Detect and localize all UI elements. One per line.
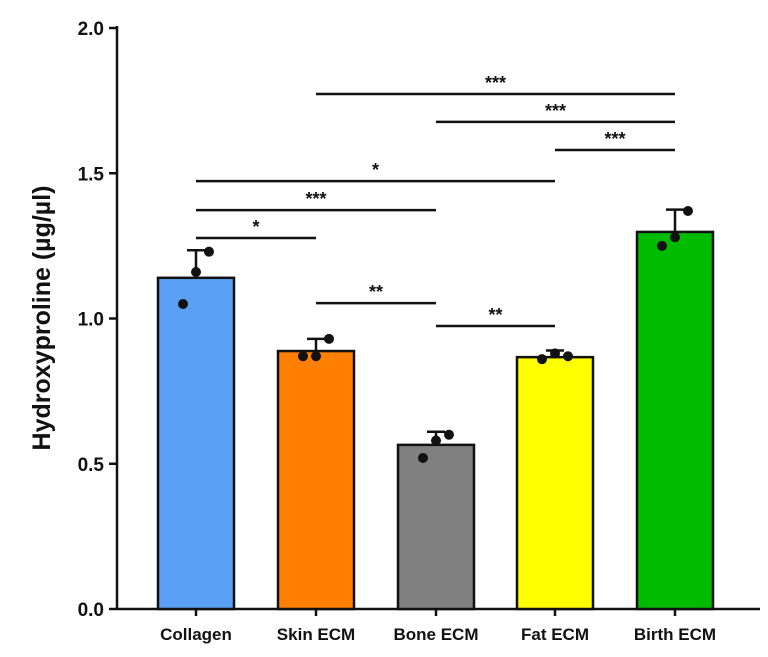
bar-fat-ecm bbox=[515, 355, 595, 611]
x-tick-label: Birth ECM bbox=[634, 625, 716, 644]
y-tick-label: 2.0 bbox=[78, 19, 104, 40]
bar-birth-ecm bbox=[635, 230, 715, 611]
x-tick-label: Bone ECM bbox=[394, 625, 479, 644]
data-point bbox=[178, 298, 188, 309]
x-tick-label: Fat ECM bbox=[521, 625, 589, 644]
bar-skin-ecm bbox=[276, 349, 356, 611]
significance-label: *** bbox=[485, 73, 506, 93]
y-tick-label: 0.5 bbox=[78, 455, 105, 476]
significance-label: *** bbox=[545, 101, 566, 121]
y-tick-label: 1.0 bbox=[78, 310, 104, 331]
data-point bbox=[444, 429, 454, 440]
data-point bbox=[311, 351, 321, 362]
data-point bbox=[418, 452, 428, 463]
data-point bbox=[431, 435, 441, 446]
significance-label: * bbox=[372, 160, 379, 180]
data-point bbox=[324, 333, 334, 344]
data-point bbox=[670, 232, 680, 243]
bar-collagen bbox=[156, 276, 236, 611]
y-tick-label: 0.0 bbox=[78, 600, 104, 621]
significance-label: ** bbox=[488, 305, 502, 325]
data-point bbox=[550, 348, 560, 359]
data-point bbox=[657, 240, 667, 251]
data-point bbox=[298, 351, 308, 362]
significance-label: *** bbox=[305, 189, 326, 209]
x-tick-label: Skin ECM bbox=[277, 625, 355, 644]
x-tick-label: Collagen bbox=[160, 625, 232, 644]
significance-label: ** bbox=[369, 282, 383, 302]
bar-bone-ecm bbox=[396, 443, 476, 611]
data-point bbox=[204, 246, 214, 257]
significance-label: * bbox=[252, 217, 259, 237]
y-tick-label: 1.5 bbox=[78, 164, 105, 185]
data-point bbox=[537, 354, 547, 365]
data-point bbox=[683, 206, 693, 217]
data-point bbox=[191, 267, 201, 278]
data-point bbox=[563, 351, 573, 362]
significance-label: *** bbox=[604, 129, 625, 149]
y-axis-label: Hydroxyproline (µg/µl) bbox=[28, 186, 56, 451]
